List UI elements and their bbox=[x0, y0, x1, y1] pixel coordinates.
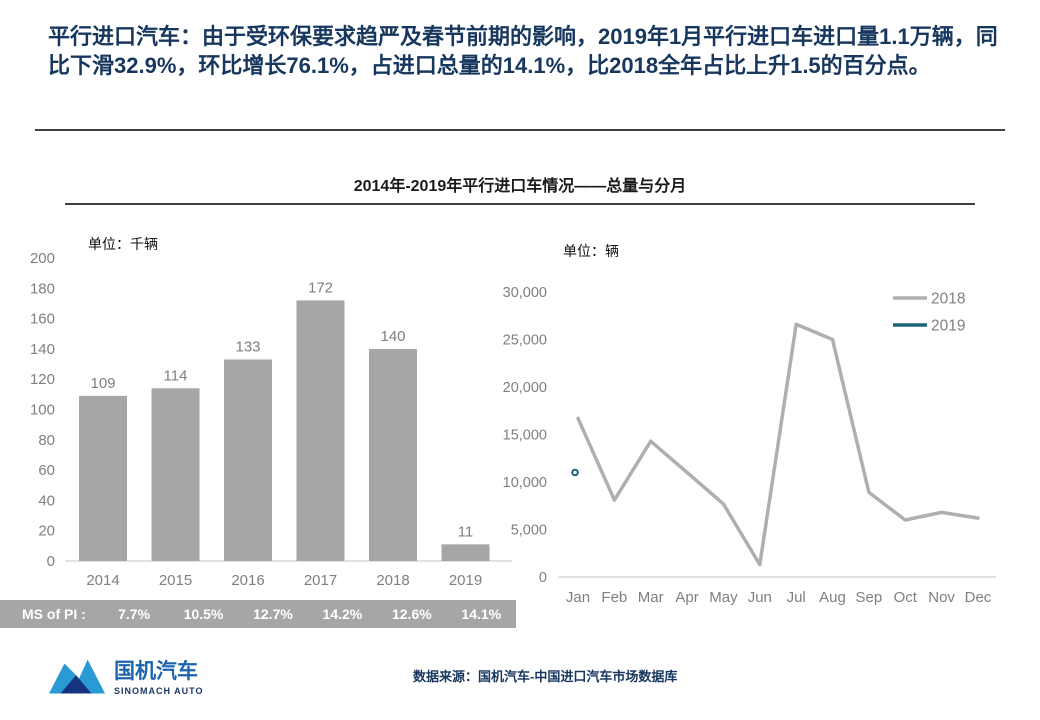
bar-x-tick: 2016 bbox=[231, 572, 264, 589]
month-tick: Nov bbox=[928, 589, 955, 606]
ms-value-2018: 12.6% bbox=[391, 606, 432, 622]
bar-2016 bbox=[224, 359, 272, 561]
header-divider bbox=[35, 129, 1005, 131]
logo-english-name: SINOMACH AUTO bbox=[114, 685, 204, 696]
bar-y-tick: 180 bbox=[30, 280, 55, 297]
monthly-line-chart: 0 5,000 10,000 15,000 20,000 25,000 30,000 Jan F… bbox=[503, 285, 996, 606]
bar-y-tick: 80 bbox=[38, 432, 55, 449]
annual-bar-chart: 0 20 40 60 80 100 120 140 160 180 200 109 2014 114 201… bbox=[30, 250, 512, 589]
ms-value-2014: 7.7% bbox=[118, 606, 151, 622]
company-logo: 国机汽车 SINOMACH AUTO bbox=[48, 656, 204, 700]
line-y-tick: 5,000 bbox=[511, 523, 547, 539]
bar-y-tick: 200 bbox=[30, 250, 55, 267]
series-point-2019 bbox=[571, 468, 579, 477]
month-tick: Apr bbox=[675, 589, 698, 606]
month-tick: Aug bbox=[819, 589, 846, 606]
line-chart-unit-label: 单位：辆 bbox=[563, 243, 619, 259]
bar-2019 bbox=[441, 544, 490, 561]
bar-2014 bbox=[79, 395, 127, 561]
ms-value-2016: 12.7% bbox=[253, 606, 293, 622]
market-share-band: MS of PI : 7.7% 10.5% 12.7% 14.2% 12.6% … bbox=[0, 600, 516, 628]
bar-y-tick: 60 bbox=[38, 462, 55, 479]
bar-value-label: 114 bbox=[164, 367, 188, 384]
bar-x-tick: 2015 bbox=[159, 572, 192, 589]
bar-2015 bbox=[151, 388, 200, 561]
bar-value-label: 172 bbox=[308, 279, 333, 296]
bar-y-tick: 40 bbox=[38, 492, 55, 509]
data-source-note: 数据来源：国机汽车-中国进口汽车市场数据库 bbox=[413, 669, 678, 684]
bar-x-tick: 2018 bbox=[376, 572, 409, 589]
sinomach-mountain-icon bbox=[48, 659, 106, 694]
logo-chinese-name: 国机汽车 bbox=[114, 660, 198, 684]
bar-x-tick: 2017 bbox=[304, 572, 337, 589]
section-divider bbox=[65, 203, 975, 205]
bar-y-tick: 140 bbox=[30, 341, 55, 358]
bar-value-label: 133 bbox=[235, 339, 260, 356]
ms-value-2019: 14.1% bbox=[461, 606, 502, 622]
ms-value-2017: 14.2% bbox=[322, 606, 363, 622]
bar-value-label: 11 bbox=[458, 523, 474, 540]
bar-y-tick: 120 bbox=[30, 371, 55, 388]
slide-title: 平行进口汽车：由于受环保要求趋严及春节前期的影响，2019年1月平行进口车进口量… bbox=[48, 24, 998, 79]
ms-band-label: MS of PI : bbox=[22, 606, 86, 622]
line-y-tick: 0 bbox=[539, 570, 547, 586]
chart-section-title: 2014年-2019年平行进口车情况——总量与分月 bbox=[353, 178, 687, 195]
bar-2018 bbox=[369, 348, 417, 561]
month-tick: Feb bbox=[601, 589, 627, 606]
legend-label-2019: 2019 bbox=[931, 318, 965, 335]
month-tick: Jun bbox=[748, 589, 772, 606]
legend-label-2018: 2018 bbox=[931, 291, 965, 308]
month-tick: Jul bbox=[787, 589, 806, 606]
line-y-tick: 15,000 bbox=[503, 428, 547, 444]
month-tick: Jan bbox=[566, 589, 590, 606]
month-tick: Oct bbox=[894, 589, 918, 606]
bar-chart-unit-label: 单位：千辆 bbox=[88, 236, 158, 252]
bar-value-label: 140 bbox=[380, 328, 405, 345]
bar-value-label: 109 bbox=[90, 375, 115, 392]
bar-2017 bbox=[296, 300, 345, 561]
series-line-2018 bbox=[576, 322, 980, 567]
line-y-tick: 10,000 bbox=[503, 475, 547, 491]
month-tick: May bbox=[709, 589, 738, 606]
bar-x-tick: 2019 bbox=[449, 572, 482, 589]
line-y-tick: 20,000 bbox=[503, 380, 547, 396]
bar-y-tick: 100 bbox=[30, 402, 55, 419]
bar-y-tick: 0 bbox=[47, 553, 55, 570]
line-y-tick: 30,000 bbox=[503, 285, 547, 301]
month-tick: Sep bbox=[856, 589, 883, 606]
ms-value-2015: 10.5% bbox=[183, 606, 224, 622]
month-tick: Dec bbox=[965, 589, 992, 606]
month-tick: Mar bbox=[638, 589, 664, 606]
line-y-tick: 25,000 bbox=[503, 333, 547, 349]
bar-y-tick: 160 bbox=[30, 311, 55, 328]
bar-x-tick: 2014 bbox=[86, 572, 119, 589]
bar-y-tick: 20 bbox=[38, 523, 55, 540]
